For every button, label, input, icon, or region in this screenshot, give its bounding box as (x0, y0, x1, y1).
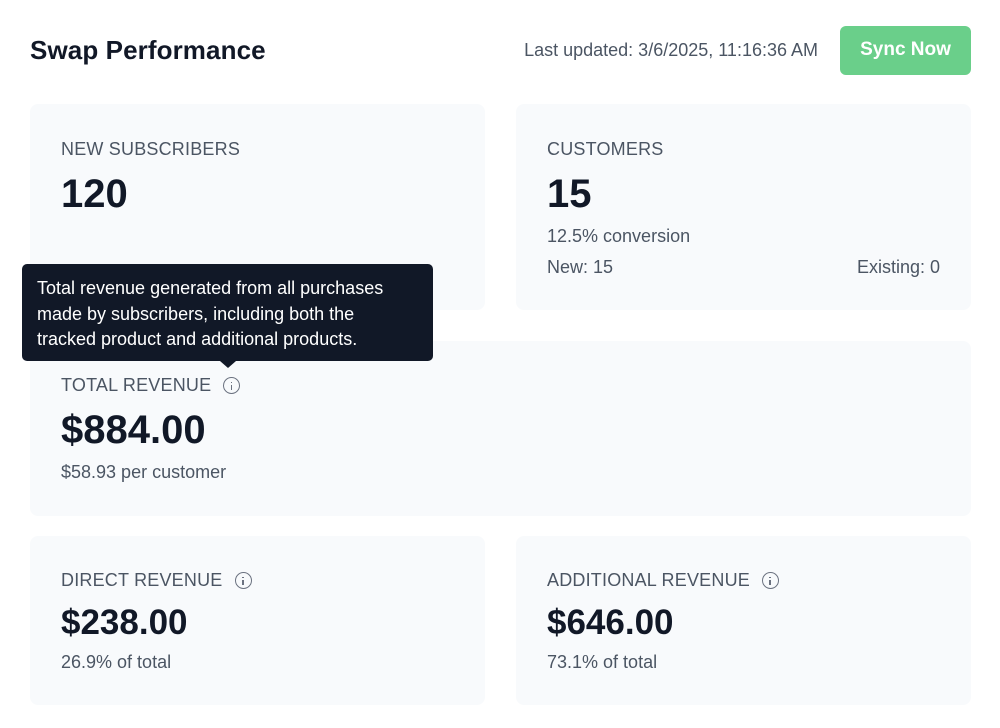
tooltip-arrow (220, 361, 236, 368)
customers-card: CUSTOMERS 15 12.5% conversion New: 15 Ex… (516, 104, 971, 310)
info-circle-icon[interactable] (223, 377, 241, 394)
additional-revenue-label: ADDITIONAL REVENUE (547, 570, 779, 591)
new-subscribers-label-text: NEW SUBSCRIBERS (61, 139, 241, 159)
total-revenue-tooltip: Total revenue generated from all purchas… (22, 264, 433, 368)
additional-revenue-label-text: ADDITIONAL REVENUE (547, 570, 750, 590)
additional-revenue-share: 73.1% of total (547, 652, 658, 672)
header-actions: Last updated: 3/6/2025, 11:16:36 AM Sync… (524, 25, 971, 75)
sync-now-button[interactable]: Sync Now (840, 25, 971, 75)
page-title: Swap Performance (30, 34, 266, 65)
page-header: Swap Performance Last updated: 3/6/2025,… (30, 0, 971, 100)
customers-value: 15 (547, 172, 592, 216)
customers-new-count: New: 15 (547, 257, 614, 277)
direct-revenue-share: 26.9% of total (61, 652, 172, 672)
new-subscribers-value: 120 (61, 172, 128, 216)
customers-existing-count: Existing: 0 (856, 257, 940, 277)
direct-revenue-label: DIRECT REVENUE (61, 570, 252, 591)
total-revenue-label: TOTAL REVENUE (61, 375, 241, 396)
new-subscribers-label: NEW SUBSCRIBERS (61, 139, 240, 160)
direct-revenue-card: DIRECT REVENUE $238.00 26.9% of total (30, 536, 485, 705)
customers-label: CUSTOMERS (547, 139, 663, 160)
additional-revenue-card: ADDITIONAL REVENUE $646.00 73.1% of tota… (516, 536, 971, 705)
tooltip-text: Total revenue generated from all purchas… (37, 278, 384, 349)
last-updated-timestamp: Last updated: 3/6/2025, 11:16:36 AM (524, 39, 818, 60)
revenue-per-customer: $58.93 per customer (61, 462, 227, 482)
info-circle-icon[interactable] (234, 572, 252, 589)
total-revenue-card: TOTAL REVENUE $884.00 $58.93 per custome… (30, 341, 971, 516)
info-circle-icon[interactable] (761, 572, 779, 589)
direct-revenue-value: $238.00 (61, 603, 188, 642)
direct-revenue-label-text: DIRECT REVENUE (61, 570, 223, 590)
total-revenue-label-text: TOTAL REVENUE (61, 375, 212, 395)
total-revenue-value: $884.00 (61, 408, 206, 452)
customers-conversion: 12.5% conversion (547, 226, 691, 246)
additional-revenue-value: $646.00 (547, 603, 674, 642)
customers-breakdown: New: 15 Existing: 0 (547, 257, 940, 278)
customers-label-text: CUSTOMERS (547, 139, 664, 159)
